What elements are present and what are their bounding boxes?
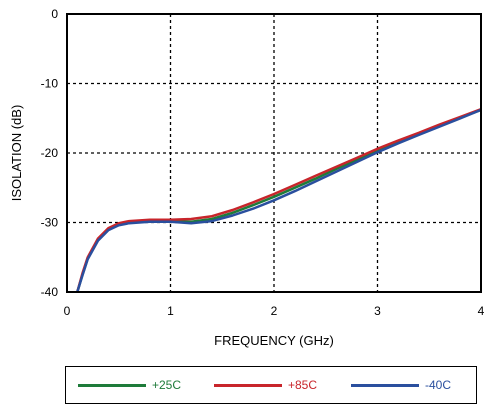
series-line: [76, 108, 482, 293]
series-layer: [76, 108, 482, 293]
plot-frame: [66, 13, 482, 293]
x-tick-label: 2: [271, 304, 278, 318]
y-axis-label: ISOLATION (dB): [9, 105, 24, 202]
grid-lines: [67, 14, 481, 292]
series-line: [76, 108, 482, 293]
y-tick-label: -10: [41, 77, 59, 91]
x-tick-label: 4: [478, 304, 485, 318]
legend-label: -40C: [425, 378, 452, 392]
y-tick-label: -20: [41, 146, 59, 160]
x-tick-label: 3: [374, 304, 381, 318]
series-line: [76, 108, 482, 293]
legend-item: -40C: [351, 367, 451, 403]
y-tick-label: -40: [41, 285, 59, 299]
x-axis-label: FREQUENCY (GHz): [214, 333, 334, 348]
tick-labels: 0 1 2 3 4 0 -10 -20 -30 -40: [41, 7, 485, 318]
legend-label: +25C: [152, 378, 182, 392]
isolation-chart: 0 1 2 3 4 0 -10 -20 -30 -40 FREQUENCY (GHz) ISOLA…: [9, 7, 485, 348]
y-tick-label: 0: [51, 7, 58, 21]
x-tick-label: 0: [64, 304, 71, 318]
legend-swatch: [214, 383, 282, 387]
legend-swatch: [351, 383, 419, 387]
legend: +25C +85C -40C: [65, 366, 477, 404]
legend-swatch: [78, 383, 146, 387]
legend-item: +85C: [214, 367, 317, 403]
y-tick-label: -30: [41, 216, 59, 230]
legend-label: +85C: [288, 378, 318, 392]
legend-item: +25C: [78, 367, 181, 403]
x-tick-label: 1: [167, 304, 174, 318]
